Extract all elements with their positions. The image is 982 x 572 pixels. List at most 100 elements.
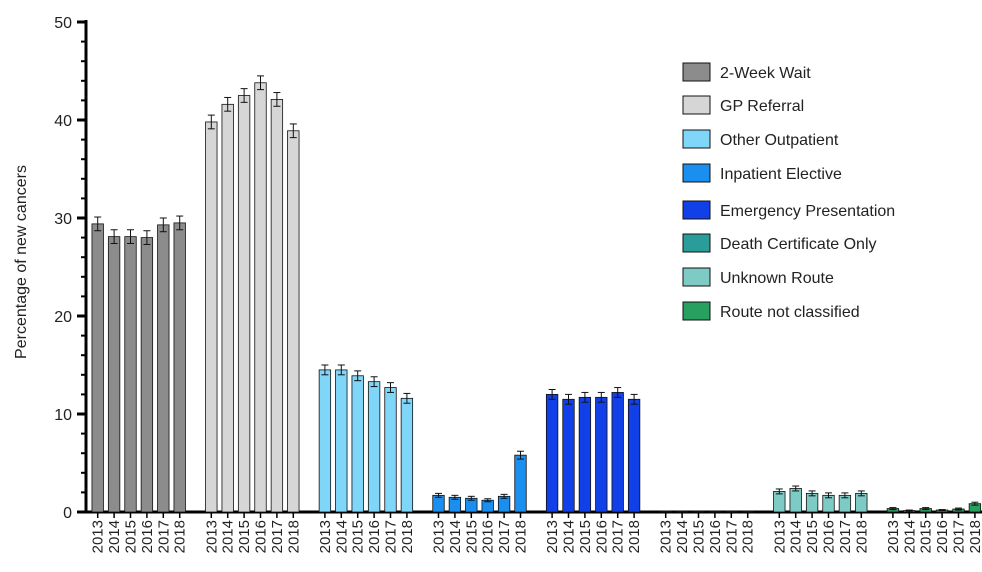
bar [595,396,608,513]
x-tick-label: 2018 [853,520,870,553]
bar [611,392,624,513]
x-tick-label: 2017 [383,520,400,553]
bar [514,454,527,513]
x-tick-label: 2015 [350,520,367,553]
bar-group [773,485,868,513]
x-tick-label: 2015 [123,520,140,553]
bar [318,369,332,513]
x-tick-label: 2014 [901,520,918,553]
legend-swatch [682,200,711,220]
bar [384,387,397,513]
bar [400,397,414,513]
y-tick-label: 0 [63,505,72,522]
x-tick-label: 2014 [220,520,237,553]
legend-label: Route not classified [720,304,860,321]
legend-swatch [682,62,711,82]
y-tick-label: 20 [54,309,72,326]
x-tick-label: 2013 [771,520,788,553]
x-tick-label: 2017 [610,520,627,553]
x-tick-label: 2017 [723,520,740,553]
bar [545,393,559,513]
x-tick-label: 2018 [967,520,982,553]
legend-item: Emergency Presentation [682,200,895,220]
legend-label: Death Certificate Only [720,236,877,253]
bar-group [545,387,641,513]
x-tick-label: 2016 [139,520,156,553]
legend-label: 2-Week Wait [720,65,811,82]
bar [124,236,137,513]
bar [562,398,575,513]
x-tick-label: 2017 [837,520,854,553]
x-tick-label: 2018 [285,520,302,553]
x-tick-label: 2017 [155,520,172,553]
legend-item: GP Referral [682,95,804,115]
bar [205,121,218,513]
x-axis [86,510,982,518]
legend-item: Inpatient Elective [682,163,842,183]
bar [789,488,802,513]
x-tick-label: 2015 [918,520,935,553]
bar [578,396,592,513]
x-tick-label: 2015 [691,520,708,553]
x-tick-label: 2016 [934,520,951,553]
x-tick-label: 2013 [203,520,220,553]
bar [173,222,186,513]
bar [221,103,234,513]
y-axis: 0 10 20 30 40 50 [54,15,88,522]
legend-label: Unknown Route [720,270,834,287]
x-tick-label: 2014 [674,520,691,553]
legend-item: Unknown Route [682,267,834,287]
bar [773,491,786,513]
legend: 2-Week Wait GP Referral Other Outpatient In… [682,62,895,321]
x-tick-label: 2014 [788,520,805,553]
x-tick-labels: 2013 2014 2015 2016 2017 2018 2013 2014 2015 2016… [90,520,982,553]
x-tick-label: 2016 [480,520,497,553]
x-tick-label: 2016 [593,520,610,553]
bar [140,237,154,513]
y-tick-label: 50 [54,15,72,32]
bar-group [318,364,414,513]
bar-group [432,450,527,513]
legend-item: Death Certificate Only [682,233,877,253]
x-tick-label: 2013 [431,520,448,553]
x-tick-label: 2015 [463,520,480,553]
bar-group [659,510,754,513]
x-tick-label: 2016 [707,520,724,553]
x-tick-label: 2018 [626,520,643,553]
x-tick-label: 2014 [447,520,464,553]
legend-label: GP Referral [720,98,804,115]
bar [270,99,284,513]
x-tick-label: 2015 [236,520,253,553]
bar [432,494,445,513]
legend-swatch [682,129,711,149]
legend-label: Other Outpatient [720,132,839,149]
x-tick-label: 2016 [821,520,838,553]
x-tick-label: 2013 [885,520,902,553]
y-axis-title: Percentage of new cancers [13,165,30,359]
legend-swatch [682,163,711,183]
bar-group [886,501,982,513]
x-tick-label: 2013 [317,520,334,553]
x-tick-label: 2017 [269,520,286,553]
bar [287,130,300,513]
x-tick-label: 2017 [496,520,513,553]
x-tick-label: 2016 [253,520,270,553]
bar [237,95,251,513]
x-tick-label: 2015 [577,520,594,553]
bar [627,398,641,513]
bar [367,381,381,513]
x-tick-label: 2018 [399,520,416,553]
x-tick-label: 2014 [333,520,350,553]
x-tick-label: 2018 [740,520,757,553]
x-tick-label: 2017 [951,520,968,553]
x-tick-label: 2013 [544,520,561,553]
bar [254,82,267,513]
bar [157,224,170,513]
bar [91,223,104,513]
y-tick-label: 10 [54,407,72,424]
x-tick-label: 2016 [366,520,383,553]
legend-item: Route not classified [682,301,860,321]
bars [91,75,982,513]
x-tick-label: 2014 [106,520,123,553]
